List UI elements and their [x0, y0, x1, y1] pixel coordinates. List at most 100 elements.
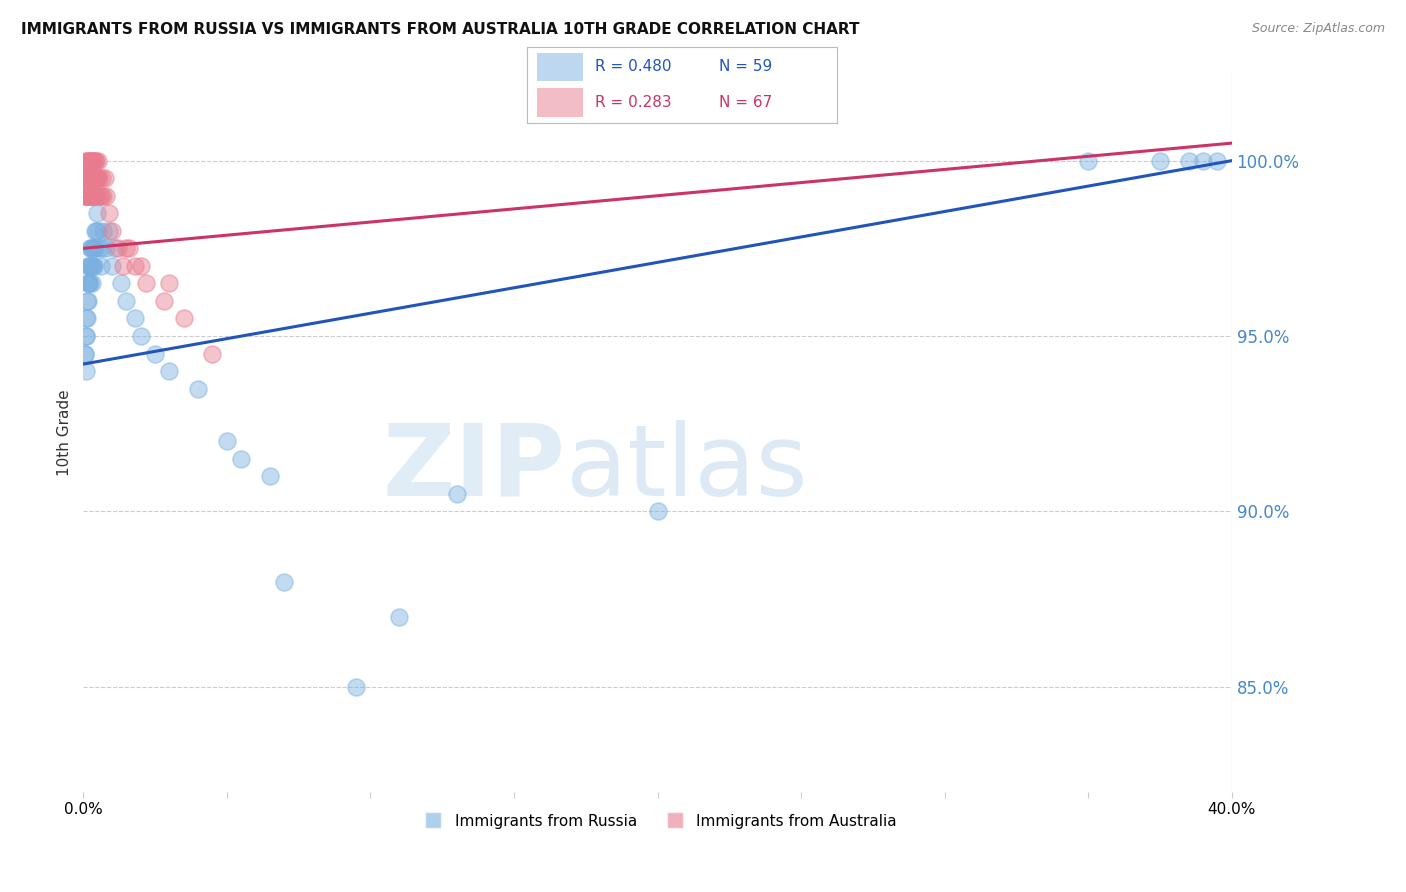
Point — [80, 153, 103, 168]
Point — [273, 574, 295, 589]
Point — [201, 346, 224, 360]
Point — [82, 277, 104, 291]
Point — [76, 293, 98, 308]
Point — [104, 241, 127, 255]
Point — [152, 293, 174, 308]
Point — [77, 171, 100, 186]
Point — [76, 171, 98, 186]
Point — [79, 171, 101, 186]
Point — [91, 241, 114, 255]
Point — [1077, 153, 1099, 168]
Point — [80, 188, 103, 202]
Point — [173, 311, 195, 326]
Point — [83, 153, 105, 168]
Point — [75, 188, 97, 202]
Y-axis label: 10th Grade: 10th Grade — [58, 389, 72, 475]
Point — [77, 171, 100, 186]
Point — [86, 224, 108, 238]
Point — [79, 171, 101, 186]
Point — [388, 609, 411, 624]
Point — [75, 364, 97, 378]
Point — [115, 241, 138, 255]
Point — [80, 241, 103, 255]
Point — [89, 188, 111, 202]
Point — [86, 206, 108, 220]
Point — [76, 153, 98, 168]
Point — [159, 277, 181, 291]
Point — [86, 153, 108, 168]
Point — [83, 259, 105, 273]
Point — [98, 224, 121, 238]
Point — [73, 188, 96, 202]
Point — [344, 680, 367, 694]
Point — [215, 434, 238, 449]
Point — [73, 171, 96, 186]
Point — [84, 224, 107, 238]
Point — [1206, 153, 1229, 168]
Point — [75, 311, 97, 326]
Point — [87, 171, 110, 186]
Point — [80, 259, 103, 273]
Point — [77, 259, 100, 273]
Point — [187, 382, 209, 396]
Point — [79, 171, 101, 186]
Point — [89, 259, 111, 273]
Point — [73, 346, 96, 360]
Point — [79, 277, 101, 291]
Point — [82, 188, 104, 202]
Point — [77, 188, 100, 202]
Point — [107, 241, 129, 255]
Point — [75, 171, 97, 186]
Point — [80, 259, 103, 273]
Point — [82, 171, 104, 186]
Point — [1192, 153, 1215, 168]
Point — [75, 329, 97, 343]
Point — [446, 487, 468, 501]
Point — [82, 171, 104, 186]
Point — [80, 188, 103, 202]
Point — [73, 346, 96, 360]
Point — [112, 259, 135, 273]
Point — [93, 188, 115, 202]
Point — [83, 171, 105, 186]
Text: N = 59: N = 59 — [718, 60, 772, 75]
Point — [77, 277, 100, 291]
Point — [98, 206, 121, 220]
Point — [76, 311, 98, 326]
Point — [86, 171, 108, 186]
Point — [91, 171, 114, 186]
Point — [83, 224, 105, 238]
Text: N = 67: N = 67 — [718, 95, 772, 110]
Point — [83, 188, 105, 202]
Point — [80, 153, 103, 168]
Point — [647, 504, 669, 518]
Point — [96, 241, 118, 255]
Text: atlas: atlas — [565, 420, 807, 517]
Point — [84, 188, 107, 202]
Text: IMMIGRANTS FROM RUSSIA VS IMMIGRANTS FROM AUSTRALIA 10TH GRADE CORRELATION CHART: IMMIGRANTS FROM RUSSIA VS IMMIGRANTS FRO… — [21, 22, 859, 37]
Point — [75, 329, 97, 343]
Point — [101, 259, 124, 273]
Text: Source: ZipAtlas.com: Source: ZipAtlas.com — [1251, 22, 1385, 36]
Point — [75, 171, 97, 186]
Point — [84, 171, 107, 186]
Text: ZIP: ZIP — [382, 420, 565, 517]
Point — [83, 241, 105, 255]
Text: R = 0.283: R = 0.283 — [595, 95, 672, 110]
Point — [124, 311, 146, 326]
Point — [77, 277, 100, 291]
Point — [89, 188, 111, 202]
Point — [77, 153, 100, 168]
Point — [79, 153, 101, 168]
Point — [110, 277, 132, 291]
Point — [1149, 153, 1171, 168]
Point — [135, 277, 157, 291]
Point — [82, 241, 104, 255]
Point — [80, 171, 103, 186]
Point — [118, 241, 141, 255]
Point — [86, 153, 108, 168]
Point — [159, 364, 181, 378]
Point — [101, 224, 124, 238]
Point — [84, 241, 107, 255]
Point — [76, 188, 98, 202]
